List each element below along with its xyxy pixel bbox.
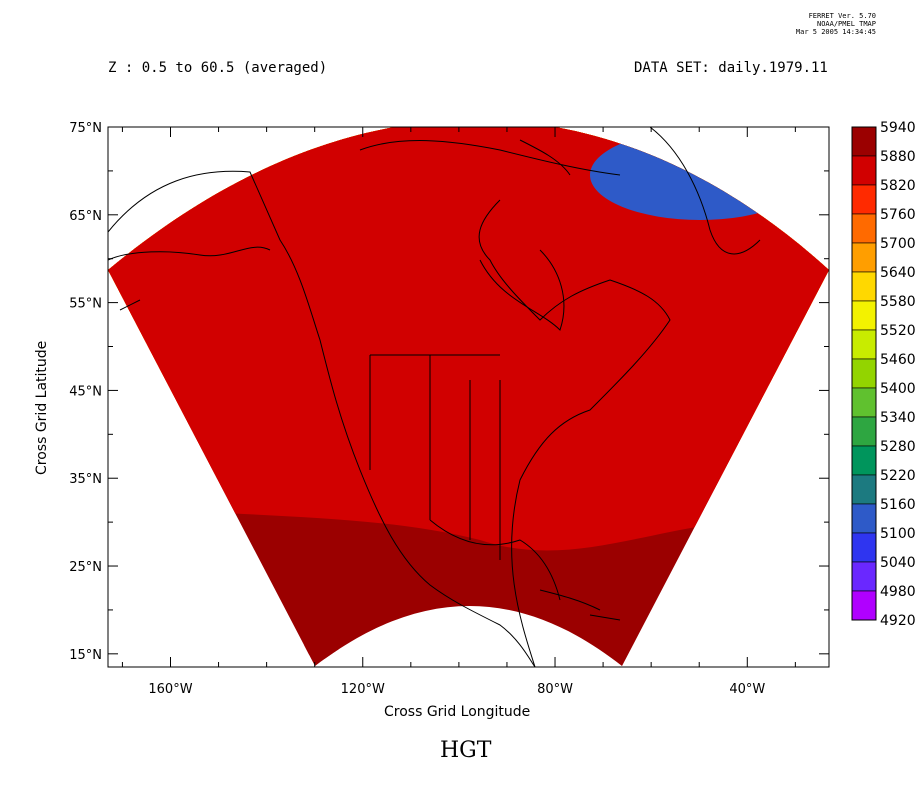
y-tick-label: 15°N <box>69 648 102 663</box>
colorbar-swatch <box>851 590 877 621</box>
colorbar-label: 5580 <box>880 294 916 310</box>
version-line: NOAA/PMEL TMAP <box>816 20 876 28</box>
colorbar-label: 5880 <box>880 149 916 165</box>
colorbar-swatch <box>851 561 877 592</box>
colorbar-swatch <box>851 271 877 302</box>
hudson-bay <box>479 249 565 331</box>
alaska-coast <box>108 246 271 311</box>
colorbar-swatch <box>851 503 877 534</box>
colorbar-swatch <box>851 126 877 157</box>
version-line: FERRET Ver. 5.70 <box>808 12 876 20</box>
plot-frame <box>107 126 830 668</box>
x-axis-label: Cross Grid Longitude <box>384 704 531 720</box>
colorbar-swatch <box>851 387 877 418</box>
y-tick-label: 65°N <box>69 209 102 224</box>
dataset-label: DATA SET: daily.1979.11 <box>634 60 828 76</box>
colorbar-label: 5520 <box>880 323 916 339</box>
colorbar-label: 5340 <box>880 410 916 426</box>
colorbar-label: 5460 <box>880 352 916 368</box>
colorbar-swatch <box>851 532 877 563</box>
colorbar-swatch <box>851 213 877 244</box>
height-minimum-5160 <box>590 130 810 220</box>
y-tick-label: 45°N <box>69 384 102 399</box>
colorbar-swatch <box>851 242 877 273</box>
greenland-coast <box>649 127 761 255</box>
x-tick-label: 160°W <box>148 682 192 697</box>
caribbean <box>539 589 621 621</box>
y-axis-label: Cross Grid Latitude <box>34 340 50 475</box>
colorbar-label: 5220 <box>880 468 916 484</box>
z-range-label: Z : 0.5 to 60.5 (averaged) <box>108 60 328 76</box>
colorbar-swatch <box>851 474 877 505</box>
chart-title: HGT <box>440 738 492 763</box>
y-tick-label: 35°N <box>69 472 102 487</box>
colorbar-swatch <box>851 445 877 476</box>
colorbar-label: 5820 <box>880 178 916 194</box>
y-tick-label: 55°N <box>69 297 102 312</box>
colorbar-label: 5100 <box>880 526 916 542</box>
version-line: Mar 5 2005 14:34:45 <box>795 28 876 36</box>
x-tick-label: 80°W <box>537 682 573 697</box>
colorbar-label: 5160 <box>880 497 916 513</box>
colorbar-label: 5640 <box>880 265 916 281</box>
colorbar-swatch <box>851 155 877 186</box>
height-maximum-5940 <box>304 631 340 659</box>
colorbar-swatch <box>851 416 877 447</box>
gulf-coast <box>429 519 561 601</box>
colorbar: 5940 5880 5820 5760 5700 5640 5580 5520 5460 5400… <box>851 120 916 629</box>
arctic-islands <box>359 139 621 176</box>
east-coast <box>478 199 671 667</box>
colorbar-swatch <box>851 184 877 215</box>
colorbar-label: 5400 <box>880 381 916 397</box>
colorbar-swatch <box>851 300 877 331</box>
colorbar-frame <box>851 126 877 621</box>
x-tick-label: 40°W <box>729 682 765 697</box>
north-america-coast <box>108 170 536 667</box>
y-tick-label: 75°N <box>69 121 102 136</box>
colorbar-swatch <box>851 358 877 389</box>
colorbar-swatch <box>851 329 877 360</box>
colorbar-label: 5280 <box>880 439 916 455</box>
colorbar-label: 4980 <box>880 584 916 600</box>
ferret-version-block: FERRET Ver. 5.70 NOAA/PMEL TMAP Mar 5 20… <box>770 12 876 36</box>
colorbar-label: 5700 <box>880 236 916 252</box>
colorbar-label: 5940 <box>880 120 916 136</box>
us-border <box>369 354 501 560</box>
colorbar-label: 4920 <box>880 613 916 629</box>
y-axis: 75°N 65°N 55°N 45°N 35°N 25°N 15°N <box>69 121 829 663</box>
colorbar-label: 5040 <box>880 555 916 571</box>
x-axis: 160°W 120°W 80°W 40°W <box>121 127 796 697</box>
colorbar-label: 5760 <box>880 207 916 223</box>
y-tick-label: 25°N <box>69 560 102 575</box>
x-tick-label: 120°W <box>341 682 385 697</box>
coastlines <box>108 127 761 667</box>
